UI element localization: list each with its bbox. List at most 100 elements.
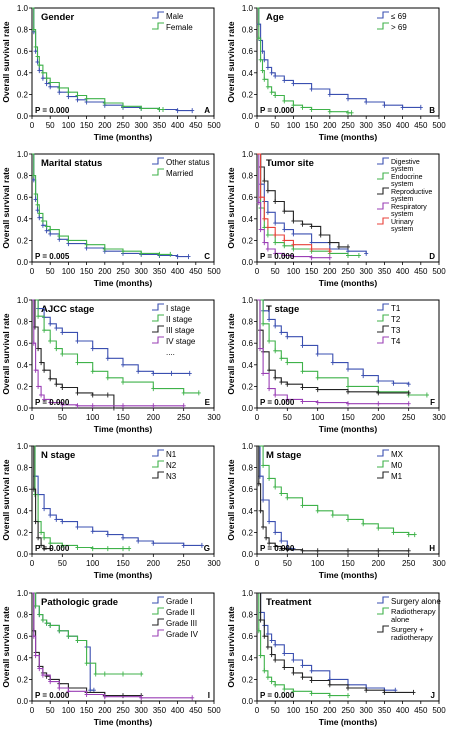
x-axis-label: Time (months) [319,570,378,580]
censor-mark [136,538,141,544]
panel-c: 0.0 0.2 0.4 0.6 0.8 1.0 0 50 100 150 200 250 300 350 4… [1,150,221,288]
x-tick-label: 200 [98,267,112,276]
x-tick-label: 300 [135,267,149,276]
plot-frame [256,153,440,263]
censor-mark [267,475,272,481]
censor-mark [279,538,284,544]
x-tick-label: 250 [177,413,191,422]
y-tick-label: 0.0 [242,258,254,267]
legend-swatch [377,187,389,195]
y-tick-label: 0.0 [17,258,29,267]
censor-mark [258,346,262,352]
x-tick-label: 400 [171,121,185,130]
y-tick-label: 0.4 [17,507,29,516]
censor-mark [31,486,36,492]
x-tick-label: 250 [177,559,191,568]
legend-label: Surgery + [391,625,424,634]
censor-mark [265,188,270,194]
x-tick-label: 350 [378,267,392,276]
censor-mark [31,340,36,346]
legend-swatch [377,22,389,30]
legend-swatch [377,460,389,468]
series-line-1 [32,445,202,546]
y-axis-label: Overall survival rate [1,606,11,688]
x-tick-label: 250 [341,267,355,276]
y-tick-label: 0.6 [17,485,29,494]
legend-label: Endocrine [391,174,423,181]
y-tick-label: 0.6 [17,632,29,641]
x-tick-label: 200 [98,121,112,130]
y-tick-label: 0.8 [17,464,29,473]
censor-mark [265,674,270,680]
censor-mark [361,521,366,527]
censor-mark [75,638,80,643]
legend-swatch [377,449,389,457]
censor-mark [346,685,350,691]
x-tick-label: 500 [432,267,446,276]
y-tick-label: 1.0 [242,150,254,159]
censor-mark [256,628,261,634]
censor-mark [269,652,274,658]
censor-mark [66,688,71,694]
plot-frame [31,153,215,263]
x-tick-label: 50 [283,413,292,422]
censor-mark [267,519,272,525]
censor-mark [93,671,98,677]
x-tick-label: 100 [62,706,76,715]
x-tick-label: 0 [30,121,35,130]
x-tick-label: 250 [116,121,130,130]
censor-mark [90,392,95,398]
censor-mark [48,227,53,233]
censor-mark [33,191,38,197]
censor-mark [102,100,107,106]
censor-mark [327,693,332,699]
y-tick-label: 0.0 [242,550,254,559]
censor-mark [258,227,263,233]
y-tick-label: 0.6 [17,47,29,56]
legend-label: M0 [391,461,403,470]
x-tick-label: 100 [62,121,76,130]
censor-mark [279,491,284,496]
panel-i: 0.0 0.2 0.4 0.6 0.8 1.0 0 50 100 150 200 250 300 350 4… [1,589,221,727]
x-axis-label: Time (months) [94,424,153,434]
censor-mark [121,103,125,109]
censor-mark [282,208,287,214]
y-tick-label: 0.4 [17,654,29,663]
censor-mark [258,617,263,623]
p-value: P = 0.000 [260,106,295,115]
censor-mark [121,671,125,677]
legend-swatch [152,314,164,322]
censor-mark [273,220,278,226]
censor-mark [75,97,80,103]
censor-mark [75,338,80,344]
x-tick-label: 400 [171,706,185,715]
censor-mark [42,506,47,512]
legend-swatch [152,336,164,344]
censor-mark [406,548,411,554]
censor-mark [66,633,71,639]
plot-frame [31,592,215,702]
legend-label: N2 [166,461,177,470]
censor-mark [400,104,405,110]
x-tick-label: 50 [271,267,280,276]
censor-mark [181,403,186,409]
x-axis-label: Time (months) [319,717,378,727]
plot-frame [31,7,215,117]
censor-mark [42,367,47,373]
censor-mark [57,233,62,239]
panel-title: N stage [41,450,75,461]
censor-mark [291,688,296,694]
censor-mark [424,392,429,398]
y-tick-label: 0.0 [242,404,254,413]
censor-mark [60,351,65,357]
censor-mark [48,540,53,546]
x-tick-label: 300 [135,121,149,130]
censor-mark [273,199,278,204]
y-tick-label: 0.0 [242,697,254,706]
legend-swatch [152,629,164,637]
y-tick-label: 0.6 [242,632,254,641]
y-tick-label: 0.2 [242,236,254,245]
legend-label-cont: system [391,211,413,218]
x-tick-label: 200 [323,267,337,276]
x-axis-label: Time (months) [94,132,153,142]
